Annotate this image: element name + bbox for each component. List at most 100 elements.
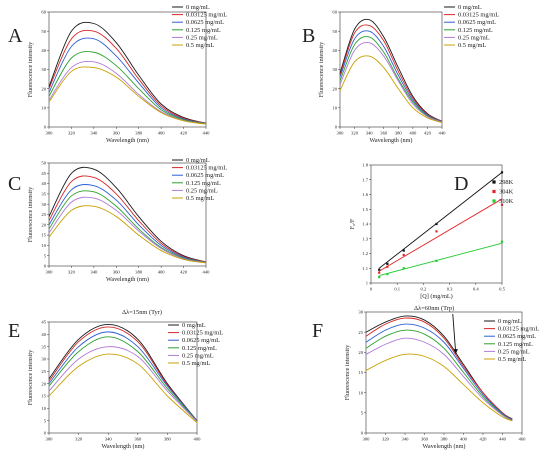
x-tick-label: 0.1: [394, 287, 400, 292]
x-tick-label: 380: [441, 437, 449, 442]
series-line: [339, 55, 443, 124]
y-axis-label: Fluorescence intensity: [27, 41, 34, 97]
series-line: [48, 346, 198, 422]
series-line: [48, 175, 207, 263]
legend-label: 310K: [499, 198, 514, 205]
y-tick-label: 1.3: [362, 236, 368, 241]
y-tick-label: 60: [41, 10, 46, 15]
y-tick-label: 30: [332, 67, 337, 72]
data-point: [500, 240, 504, 243]
y-tick-label: 10: [332, 105, 337, 110]
x-axis-label: Wavelength (nm): [370, 137, 413, 144]
x-tick-label: 0.5: [499, 287, 505, 292]
legend-label: 298K: [499, 179, 514, 186]
legend-label: 0.0625 mg/mL: [186, 19, 224, 26]
y-tick-label: 20: [41, 222, 46, 227]
x-tick-label: 300: [46, 270, 54, 275]
x-tick-label: 360: [134, 437, 142, 442]
series-line: [48, 205, 207, 264]
data-point: [500, 171, 504, 174]
panel-letter: C: [8, 173, 21, 195]
trend-arrow-head: [453, 349, 458, 355]
x-tick-label: 420: [180, 270, 188, 275]
legend-label: 0.5 mg/mL: [458, 42, 486, 49]
y-tick-label: 40: [41, 48, 46, 53]
series-line: [339, 18, 443, 122]
legend-label: 0.25 mg/mL: [182, 352, 214, 359]
legend-label: 0.25 mg/mL: [186, 34, 218, 41]
x-tick-label: 340: [90, 270, 98, 275]
legend-label: 0.03125 mg/mL: [182, 330, 223, 337]
y-tick-label: 0: [361, 431, 364, 436]
panel-letter: B: [302, 25, 315, 47]
x-axis-label: Wavelength (nm): [106, 276, 149, 283]
legend-label: 0 mg/mL: [458, 4, 482, 11]
y-tick-label: 0: [44, 125, 47, 130]
series-line: [48, 336, 198, 422]
data-point: [435, 222, 438, 226]
panel-e: E 300 320 340 360 380 400 0 5 10 15 20 25 30 35 40 45 Wav…: [8, 309, 223, 450]
x-tick-label: 0.3: [447, 287, 453, 292]
y-tick-label: 45: [41, 171, 46, 176]
y-tick-label: 5: [361, 410, 364, 415]
x-tick-label: 320: [68, 131, 76, 136]
x-tick-label: 320: [75, 437, 83, 442]
x-tick-label: 400: [158, 270, 166, 275]
x-tick-label: 380: [395, 131, 403, 136]
y-axis-label: Fluorescence intensity: [318, 41, 325, 97]
legend-marker: [492, 180, 496, 184]
x-axis-label: Wavelength (nm): [106, 137, 149, 144]
legend-label: 0.25 mg/mL: [186, 187, 218, 194]
x-tick-label: 360: [113, 270, 121, 275]
y-tick-label: 20: [41, 86, 46, 91]
y-tick-label: 15: [358, 370, 363, 375]
x-tick-label: 0.2: [421, 287, 427, 292]
legend-label: 0.25 mg/mL: [498, 348, 530, 355]
y-tick-label: 5: [44, 253, 47, 258]
panel-letter: E: [8, 320, 20, 342]
y-axis-label: Fluorescence intensity: [27, 349, 34, 405]
y-tick-label: 50: [332, 29, 337, 34]
y-axis-label: Fluorescence intensity: [27, 186, 34, 242]
series-line: [48, 324, 198, 421]
x-tick-label: 440: [203, 131, 211, 136]
y-tick-label: 25: [41, 369, 46, 374]
series-line: [339, 36, 443, 123]
panel-a: A 300 320 340 360 380 400 420 440 0 10 20 30 40 50 60 Wa…: [8, 4, 227, 144]
panel-letter: F: [312, 320, 323, 342]
data-point: [386, 265, 389, 268]
y-tick-label: 50: [41, 161, 46, 166]
data-point: [378, 268, 381, 271]
x-tick-label: 300: [46, 437, 54, 442]
y-tick-label: 30: [358, 310, 363, 315]
x-tick-label: 400: [194, 437, 202, 442]
legend-label: 0.03125 mg/mL: [458, 12, 499, 19]
y-tick-label: 30: [41, 202, 46, 207]
x-tick-label: 300: [337, 131, 345, 136]
series-line: [48, 37, 207, 124]
legend-label: 0.0625 mg/mL: [186, 172, 224, 179]
legend-label: 0.125 mg/mL: [182, 345, 217, 352]
x-tick-label: 360: [421, 437, 429, 442]
series-line: [48, 29, 207, 124]
y-tick-label: 40: [332, 48, 337, 53]
y-tick-label: 20: [358, 350, 363, 355]
fit-line: [378, 172, 503, 269]
data-point: [435, 259, 438, 262]
legend-label: 0.03125 mg/mL: [186, 12, 227, 19]
y-tick-label: 10: [41, 105, 46, 110]
x-tick-label: 420: [480, 437, 488, 442]
y-tick-label: 1.1: [362, 266, 368, 271]
y-tick-label: 1.7: [362, 177, 368, 182]
series-line: [365, 317, 513, 420]
x-tick-label: 0: [370, 287, 373, 292]
series-line: [48, 66, 207, 125]
x-axis-label: Wavelength (nm): [102, 443, 145, 450]
legend-label: 0 mg/mL: [186, 157, 210, 164]
data-point: [500, 203, 504, 206]
data-point: [402, 249, 405, 252]
y-tick-label: 30: [41, 357, 46, 362]
legend-label: 0.25 mg/mL: [458, 34, 490, 41]
legend-marker: [492, 189, 496, 194]
x-tick-label: 420: [424, 131, 432, 136]
